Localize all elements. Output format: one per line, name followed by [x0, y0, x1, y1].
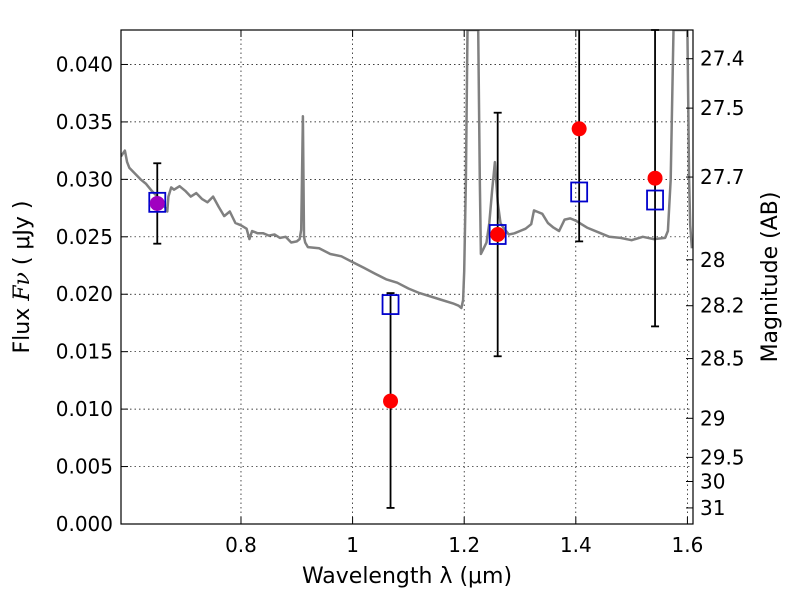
model-photometry-marker [381, 294, 400, 315]
observed-flux-marker [383, 393, 399, 409]
y-tick-label: 0.025 [56, 225, 113, 249]
x-tick-label: 1.2 [448, 533, 480, 557]
y2-tick-label: 30 [700, 469, 725, 493]
y2-tick-label: 27.5 [700, 96, 745, 120]
x-tick-label: 1 [346, 533, 359, 557]
y2-tick-label: 27.4 [700, 47, 745, 71]
y-tick-label: 0.030 [56, 167, 113, 191]
y-axis-title-prefix: Flux [10, 301, 35, 354]
y-tick-label: 0.000 [56, 512, 113, 536]
y-axis-title: Flux Fν ( μJy ) [10, 200, 35, 353]
y2-tick-label: 28.5 [700, 347, 745, 371]
y2-tick-label: 29 [700, 406, 725, 430]
observed-flux-marker [490, 226, 506, 242]
y2-tick-label: 31 [700, 496, 725, 520]
y2-tick-label: 28.2 [700, 294, 745, 318]
observed-flux-marker [149, 195, 165, 211]
y-tick-label: 0.035 [56, 110, 113, 134]
y2-tick-label: 27.7 [700, 165, 745, 189]
error-bars [148, 29, 664, 509]
model-spectrum-line [121, 30, 693, 310]
model-photometry-marker [148, 191, 167, 213]
y-tick-label: 0.040 [56, 52, 113, 76]
y-axis-title-suffix: ( μJy ) [10, 200, 35, 272]
y-tick-label: 0.020 [56, 282, 113, 306]
observed-flux-marker [647, 170, 663, 186]
secondary-y-axis-title: Magnitude (AB) [758, 192, 783, 363]
model-photometry-marker [570, 181, 589, 203]
plot-frame [120, 29, 694, 525]
y-tick-label: 0.015 [56, 340, 113, 364]
model-photometry-marker [488, 224, 507, 245]
plot-area [121, 30, 693, 310]
observed-flux-marker [571, 121, 587, 137]
x-axis-title: Wavelength λ (μm) [302, 564, 512, 589]
y-tick-label: 0.010 [56, 397, 113, 421]
axis-ticks: 0.8 1 1.2 1.4 1.6 0.000 0.005 0.010 0.015 0.020 0.… [56, 30, 745, 557]
x-tick-label: 1.6 [672, 533, 704, 557]
x-tick-label: 1.4 [560, 533, 592, 557]
y-tick-label: 0.005 [56, 455, 113, 479]
model-photometry-marker [646, 189, 664, 211]
y-axis-title-symbol: Fν [10, 272, 35, 302]
y2-tick-label: 28 [700, 248, 725, 272]
x-tick-label: 0.8 [225, 533, 257, 557]
y2-tick-label: 29.5 [700, 445, 745, 469]
